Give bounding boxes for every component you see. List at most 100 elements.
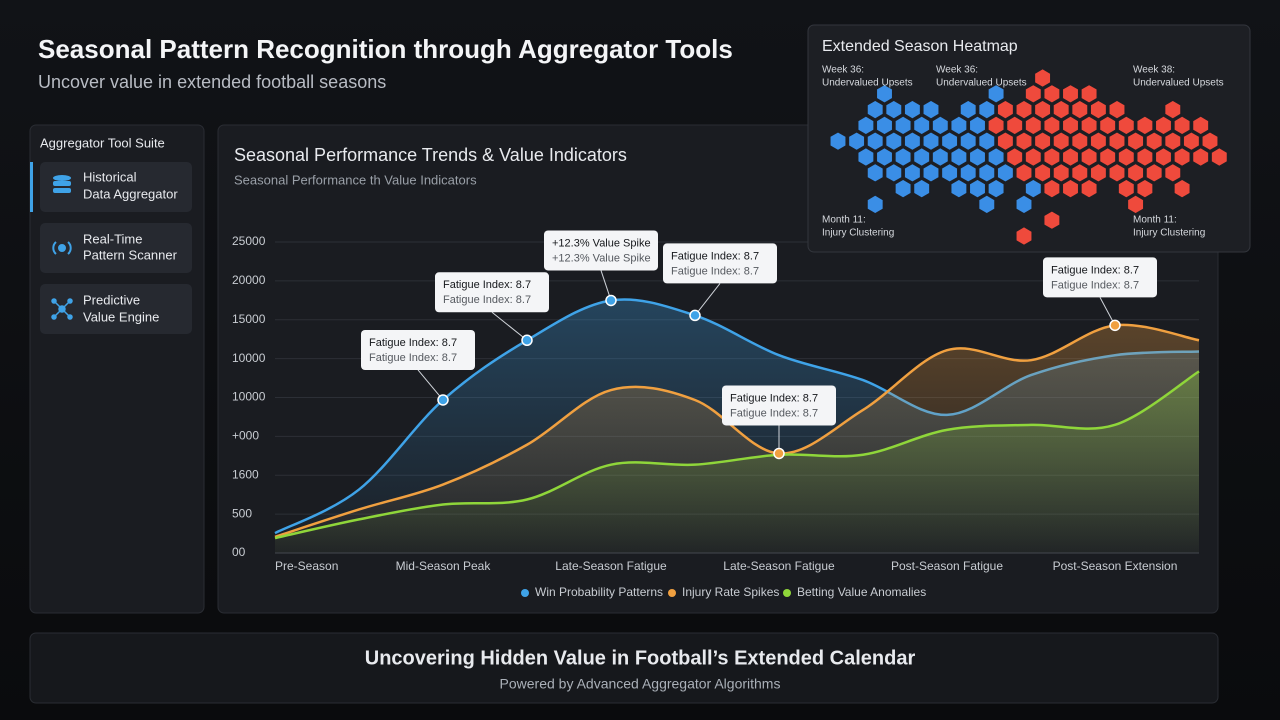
- heat-cell: [903, 130, 922, 152]
- heatmap-label: Injury Clustering: [822, 228, 894, 239]
- tool-label: Pattern Scanner: [83, 247, 178, 262]
- legend-swatch: [521, 589, 529, 597]
- callout-marker: [605, 294, 617, 307]
- x-tick-label: Pre-Season: [275, 559, 338, 573]
- callout-box: [1043, 257, 1157, 298]
- heat-cell: [866, 162, 885, 184]
- chart-subtitle: Seasonal Performance th Value Indicators: [234, 172, 477, 187]
- heatmap-panel: Extended Season Heatmap Week 36: Underval…: [807, 24, 1251, 253]
- series-line: [274, 370, 1200, 540]
- heat-cell: [1108, 99, 1126, 120]
- heat-cell: [1070, 130, 1089, 152]
- tool-card[interactable]: [40, 162, 192, 212]
- tool-label: Predictive: [83, 292, 140, 307]
- x-tick-label: Late-Season Fatigue: [723, 559, 835, 573]
- tool-label: Historical: [83, 169, 137, 184]
- heat-cell: [894, 178, 913, 199]
- tool-card[interactable]: [40, 284, 192, 334]
- heat-cell: [1089, 130, 1108, 152]
- callout-leader: [694, 283, 721, 316]
- heat-cell: [1061, 146, 1080, 168]
- heat-cell: [1042, 83, 1061, 105]
- heatmap-label: Month 11:: [1133, 215, 1177, 226]
- heat-cell: [1015, 99, 1033, 120]
- page-title: Seasonal Pattern Recognition through Agg…: [38, 34, 733, 64]
- heat-cell: [1024, 178, 1043, 199]
- heat-cell: [1052, 130, 1071, 152]
- heat-cell: [1005, 115, 1024, 136]
- heat-cell: [1163, 99, 1182, 120]
- heat-cell: [1108, 130, 1126, 152]
- heat-cell: [968, 146, 987, 168]
- callout-marker: [437, 394, 449, 406]
- callout-box: [361, 329, 475, 370]
- heat-cell: [1098, 115, 1117, 136]
- legend-label: Injury Rate Spikes: [682, 585, 779, 599]
- heat-cell: [856, 146, 875, 168]
- heat-cell: [884, 130, 903, 152]
- heat-cell: [1024, 146, 1043, 168]
- heat-cell: [931, 146, 950, 168]
- heat-cell: [987, 146, 1006, 168]
- tool-item[interactable]: Predictive Value Engine: [40, 284, 192, 334]
- heat-cell: [922, 99, 940, 120]
- tool-label: Real-Time: [83, 231, 142, 246]
- heat-cell: [1182, 130, 1201, 152]
- heat-cell: [1163, 162, 1182, 184]
- heat-cell: [1154, 146, 1173, 168]
- heat-cell: [1033, 67, 1052, 89]
- callout-marker: [521, 334, 533, 347]
- heat-cell: [922, 162, 940, 184]
- callout-box: [544, 230, 658, 271]
- callout-subtext: Fatigue Index: 8.7: [671, 265, 759, 277]
- heat-cell: [1135, 115, 1154, 136]
- page-subtitle: Uncover value in extended football seaso…: [38, 72, 386, 92]
- heat-cell: [866, 194, 885, 215]
- heat-cell: [1033, 130, 1052, 152]
- heat-cell: [903, 162, 922, 184]
- heat-cell: [829, 130, 847, 152]
- heatmap-label: Week 36:: [822, 65, 864, 76]
- tool-item[interactable]: Real-Time Pattern Scanner: [40, 223, 192, 273]
- heat-cell: [1117, 146, 1136, 168]
- heat-cell: [894, 115, 913, 136]
- heat-cell: [1080, 115, 1099, 136]
- heatmap-label: Undervalued Upsets: [822, 78, 913, 89]
- heat-cell: [959, 130, 978, 152]
- heat-cell: [1042, 178, 1061, 199]
- heat-cell: [996, 130, 1015, 152]
- heat-cell: [949, 178, 968, 199]
- series-line: [274, 323, 1200, 539]
- callout-subtext: Fatigue Index: 8.7: [369, 352, 457, 364]
- heat-cell: [912, 178, 931, 199]
- heat-cell: [1070, 99, 1089, 120]
- y-tick-label: 20000: [232, 273, 266, 287]
- heat-cell: [1052, 99, 1071, 120]
- heat-cell: [1126, 162, 1145, 184]
- callout-text: Fatigue Index: 8.7: [1051, 264, 1139, 276]
- tool-label: Data Aggregator: [83, 186, 178, 201]
- callout-text: Fatigue Index: 8.7: [369, 337, 457, 349]
- heat-cell: [1024, 115, 1043, 136]
- heat-cell: [1210, 146, 1229, 168]
- heat-cell: [1015, 194, 1033, 215]
- footer-title: Uncovering Hidden Value in Football’s Ex…: [365, 647, 916, 669]
- heat-cell: [949, 115, 968, 136]
- heat-cell: [1033, 162, 1052, 184]
- heat-cell: [959, 162, 978, 184]
- x-tick-label: Mid-Season Peak: [396, 559, 492, 573]
- heat-cell: [1173, 146, 1192, 168]
- heatmap-label: Injury Clustering: [1133, 228, 1205, 239]
- heat-cell: [977, 194, 996, 215]
- heatmap-label: Week 38:: [1133, 65, 1175, 76]
- heatmap-title: Extended Season Heatmap: [822, 38, 1018, 55]
- tool-card[interactable]: [40, 223, 192, 273]
- icon: [51, 298, 73, 320]
- callout-box: [663, 243, 777, 284]
- tool-item[interactable]: Historical Data Aggregator: [30, 162, 192, 212]
- callout-subtext: Fatigue Index: 8.7: [1051, 279, 1139, 291]
- heat-cell: [866, 99, 885, 120]
- legend-label: Win Probability Patterns: [535, 585, 663, 599]
- heat-cell: [1015, 225, 1033, 247]
- heat-cell: [1201, 130, 1219, 152]
